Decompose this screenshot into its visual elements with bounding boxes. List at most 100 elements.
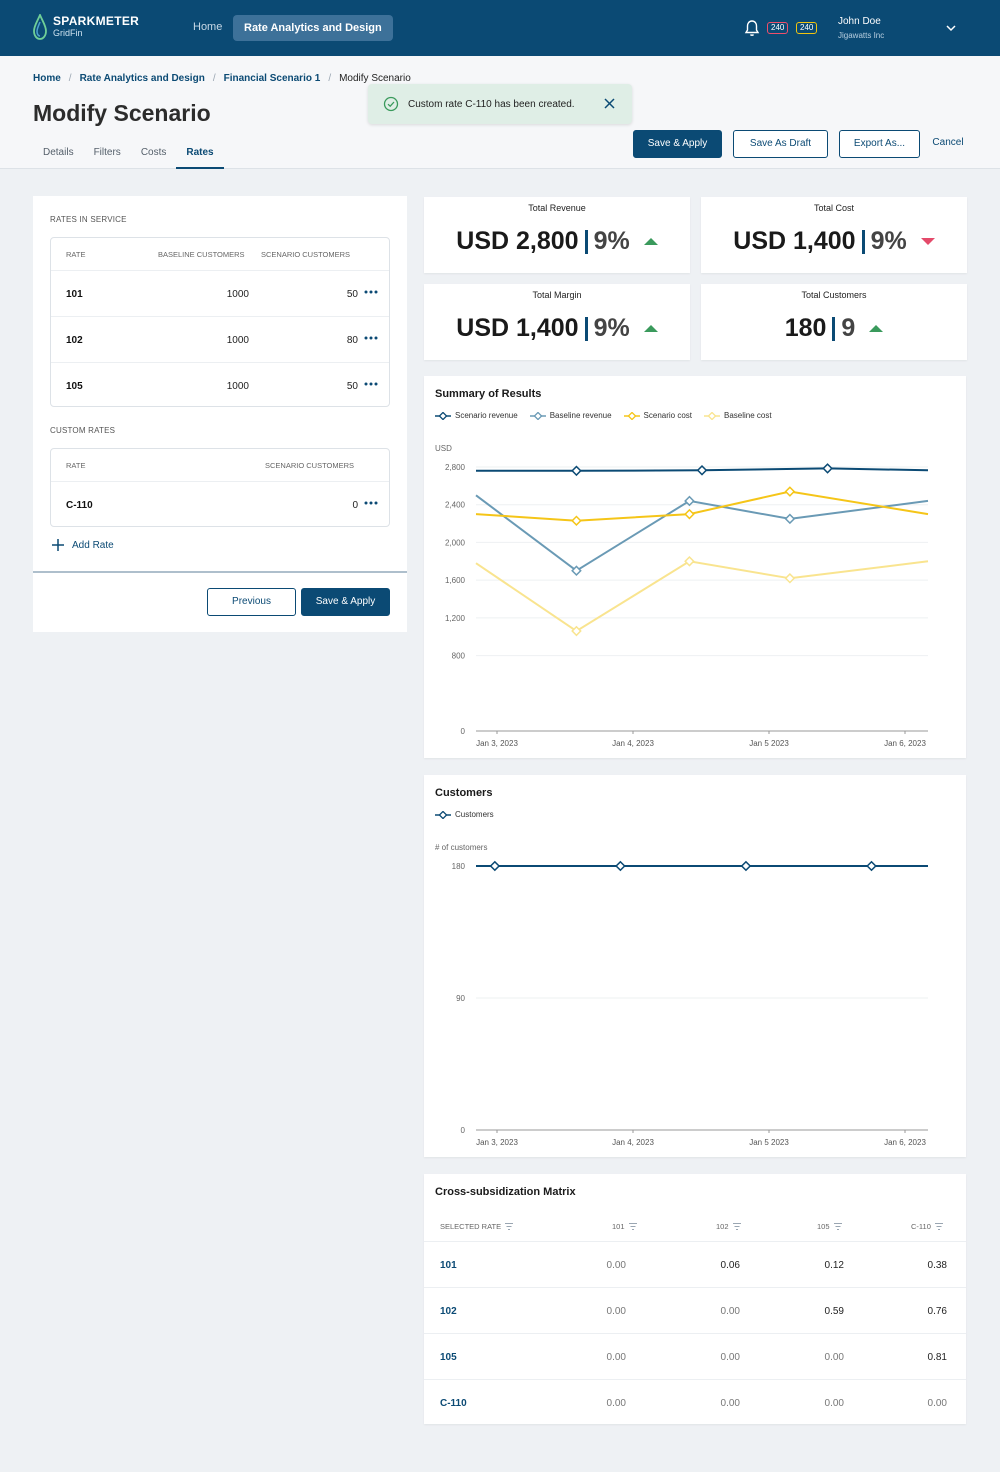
panel-save-apply-button[interactable]: Save & Apply (301, 588, 390, 616)
data-point[interactable] (571, 465, 582, 477)
data-point[interactable] (684, 555, 695, 567)
summary-line-chart: USD 0 800 1,200 1,600 2,000 2,400 2,800 Jan 3, 2… (435, 444, 929, 748)
matrix-cell: 0.00 (824, 1398, 844, 1409)
save-draft-button[interactable]: Save As Draft (733, 130, 828, 158)
legend-label: Baseline revenue (549, 411, 612, 420)
kpi-percent: 9% (593, 227, 630, 255)
matrix-rate-link[interactable]: C-110 (440, 1398, 467, 1409)
data-point[interactable] (822, 463, 833, 474)
data-point[interactable] (784, 486, 796, 497)
rates-in-service-label: RATES IN SERVICE (50, 215, 127, 224)
legend-item[interactable]: Baseline revenue (529, 411, 612, 420)
data-point[interactable] (489, 860, 501, 872)
baseline-customers: 1000 (226, 381, 249, 392)
y-tick-label: 2,800 (445, 463, 466, 472)
page-title: Modify Scenario (33, 100, 211, 126)
legend-swatch-icon (529, 411, 546, 420)
previous-button[interactable]: Previous (207, 588, 296, 616)
filter-icon[interactable] (628, 1223, 637, 1230)
breadcrumb-home[interactable]: Home (33, 73, 61, 84)
scenario-customers: 80 (346, 335, 358, 346)
kpi-value-group: USD 1,400 9% (701, 227, 967, 256)
nav-home-link[interactable]: Home (193, 21, 223, 33)
data-point[interactable] (571, 565, 582, 577)
data-point[interactable] (866, 860, 877, 872)
matrix-rate-link[interactable]: 101 (440, 1260, 457, 1271)
filter-icon[interactable] (833, 1223, 842, 1230)
kpi-value: USD 2,800 (456, 227, 579, 255)
export-button[interactable]: Export As... (839, 130, 920, 158)
more-options-icon[interactable] (364, 287, 378, 297)
data-point[interactable] (571, 625, 582, 637)
breadcrumb-financial-scenario[interactable]: Financial Scenario 1 (223, 73, 321, 84)
kpi-value-group: 180 9 (701, 314, 967, 343)
breadcrumb-rate-analytics[interactable]: Rate Analytics and Design (79, 73, 205, 84)
check-circle-icon (383, 96, 399, 112)
kpi-value-group: USD 2,800 9% (424, 227, 690, 256)
custom-rates-label: CUSTOM RATES (50, 426, 116, 435)
matrix-column-header[interactable]: 102 (716, 1222, 741, 1231)
matrix-column-header[interactable]: C-110 (911, 1222, 943, 1231)
data-point[interactable] (571, 515, 582, 527)
x-tick-label: Jan 6, 2023 (884, 739, 926, 748)
add-rate-button[interactable]: Add Rate (52, 539, 114, 551)
matrix-column-header[interactable]: SELECTED RATE (440, 1222, 514, 1231)
sparkmeter-logo[interactable]: SPARKMETER GridFin (33, 14, 139, 40)
tab-costs[interactable]: Costs (140, 147, 167, 158)
data-point[interactable] (615, 860, 626, 872)
tab-filters[interactable]: Filters (93, 147, 121, 158)
filter-icon[interactable] (732, 1223, 741, 1230)
chevron-down-icon[interactable] (945, 22, 957, 34)
user-name: John Doe (838, 16, 881, 27)
legend-item[interactable]: Scenario revenue (435, 411, 518, 420)
more-options-icon[interactable] (364, 333, 378, 343)
matrix-column-header[interactable]: 101 (612, 1222, 637, 1231)
matrix-column-header[interactable]: 105 (817, 1222, 842, 1231)
more-options-icon[interactable] (364, 498, 378, 508)
data-point[interactable] (684, 508, 695, 520)
notification-bell-icon[interactable] (744, 19, 760, 37)
matrix-rate-link[interactable]: 105 (440, 1352, 457, 1363)
more-options-icon[interactable] (364, 379, 378, 389)
data-point[interactable] (684, 495, 695, 507)
kpi-percent: 9% (870, 227, 907, 255)
filter-icon[interactable] (934, 1223, 943, 1230)
data-point[interactable] (740, 860, 752, 872)
matrix-cell: 0.81 (927, 1352, 947, 1363)
data-point[interactable] (784, 572, 796, 584)
nav-rate-analytics-link[interactable]: Rate Analytics and Design (233, 15, 393, 41)
tab-details[interactable]: Details (43, 147, 74, 158)
data-point[interactable] (784, 513, 796, 525)
legend-label: Scenario cost (643, 411, 693, 420)
legend-label: Customers (455, 810, 494, 819)
filter-icon[interactable] (505, 1223, 514, 1230)
legend-item[interactable]: Scenario cost (623, 411, 693, 420)
warning-count-badge[interactable]: 240 (796, 22, 818, 34)
legend-swatch-icon (623, 411, 640, 420)
legend-item[interactable]: Baseline cost (704, 411, 772, 420)
kpi-total-revenue: Total Revenue USD 2,800 9% (424, 197, 690, 273)
legend-item[interactable]: Customers (435, 810, 494, 819)
x-tick-label: Jan 5 2023 (749, 1138, 789, 1147)
matrix-rate-link[interactable]: 102 (440, 1306, 457, 1317)
x-tick-label: Jan 3, 2023 (476, 739, 518, 748)
y-tick-label: 2,000 (445, 538, 466, 547)
column-header-baseline: BASELINE CUSTOMERS (158, 250, 245, 259)
chart-title: Customers (435, 787, 493, 799)
save-apply-button[interactable]: Save & Apply (633, 130, 722, 158)
matrix-header-label: 101 (612, 1222, 625, 1231)
kpi-label: Total Cost (813, 203, 855, 213)
table-row: 102 1000 80 (51, 316, 389, 362)
logo-subtitle: GridFin (53, 28, 83, 38)
add-rate-label: Add Rate (72, 539, 114, 551)
close-icon[interactable] (603, 97, 616, 110)
scenario-tabs: Details Filters Costs Rates (33, 145, 224, 169)
matrix-header-label: 105 (817, 1222, 830, 1231)
data-point[interactable] (696, 464, 708, 476)
matrix-header-label: SELECTED RATE (440, 1222, 502, 1231)
rate-code: 101 (66, 289, 83, 300)
rate-code: 102 (66, 335, 83, 346)
tab-rates[interactable]: Rates (176, 145, 224, 169)
cancel-button[interactable]: Cancel (932, 137, 964, 148)
alert-count-badge[interactable]: 240 (767, 22, 789, 34)
